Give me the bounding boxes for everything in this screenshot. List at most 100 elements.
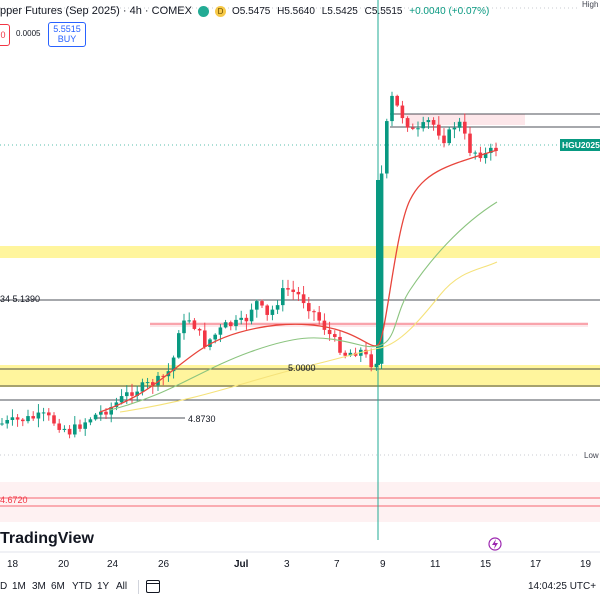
zone-yellow-upper bbox=[0, 246, 600, 258]
candle-body bbox=[187, 320, 191, 322]
candle bbox=[161, 374, 165, 386]
range-1y[interactable]: 1Y bbox=[97, 581, 110, 592]
candle bbox=[395, 94, 399, 108]
candle-body bbox=[296, 291, 301, 295]
candle-body bbox=[260, 301, 264, 306]
candle bbox=[135, 385, 139, 402]
candle-body bbox=[83, 422, 87, 429]
candle bbox=[151, 378, 155, 394]
candle bbox=[421, 116, 425, 132]
spread-value: 0.0005 bbox=[16, 29, 41, 38]
low-tag-bg bbox=[580, 450, 600, 460]
candle-body bbox=[156, 375, 160, 386]
range-3m[interactable]: 3M bbox=[32, 581, 46, 592]
candle-body bbox=[343, 352, 347, 356]
high-value: H5.5640 bbox=[277, 5, 315, 17]
range-1m[interactable]: 1M bbox=[12, 581, 26, 592]
candle-body bbox=[244, 317, 249, 322]
ma-fast-line bbox=[99, 149, 498, 413]
candle-body bbox=[41, 412, 46, 414]
candle bbox=[171, 355, 176, 379]
candle bbox=[5, 415, 9, 429]
candle-body bbox=[47, 412, 51, 416]
bottom-toolbar: D 1M 3M 6M YTD 1Y All 14:04:25 UTC+ bbox=[0, 578, 600, 598]
x-tick-label: 3 bbox=[284, 559, 290, 570]
candle-body bbox=[31, 416, 35, 419]
candle bbox=[338, 330, 342, 355]
candle bbox=[145, 377, 150, 389]
candle bbox=[327, 321, 332, 341]
candle-body bbox=[385, 121, 389, 174]
candle-body bbox=[374, 363, 379, 368]
candle-body bbox=[151, 382, 155, 386]
buy-button[interactable]: 5.5515 BUY bbox=[48, 22, 86, 47]
candle bbox=[41, 407, 46, 422]
candle-body bbox=[312, 311, 316, 313]
candle-body bbox=[275, 305, 280, 310]
candle-body bbox=[322, 320, 327, 330]
candle bbox=[197, 327, 202, 336]
candle bbox=[385, 118, 389, 179]
high-tag-bg bbox=[578, 0, 600, 9]
range-all[interactable]: All bbox=[116, 581, 128, 592]
sell-button[interactable]: 0 bbox=[0, 24, 10, 46]
candle-body bbox=[145, 382, 150, 384]
candle-body bbox=[239, 317, 243, 320]
candle bbox=[26, 409, 30, 424]
candle-body bbox=[15, 417, 20, 420]
tradingview-logo: TradingView bbox=[0, 530, 94, 547]
candle-body bbox=[489, 147, 493, 154]
candle-body bbox=[286, 288, 290, 290]
symbol-title[interactable]: pper Futures (Sep 2025) · 4h · COMEX bbox=[0, 5, 192, 17]
candle-body bbox=[452, 127, 457, 130]
candle bbox=[244, 314, 249, 330]
candle bbox=[400, 100, 405, 124]
candle-body bbox=[57, 423, 61, 430]
delayed-data-icon[interactable]: D bbox=[214, 5, 226, 17]
candle-body bbox=[197, 328, 202, 331]
candle-body bbox=[333, 334, 337, 337]
candle-body bbox=[0, 423, 4, 425]
candle-body bbox=[307, 303, 311, 312]
candle-body bbox=[93, 414, 98, 420]
candle bbox=[431, 117, 436, 131]
lightning-icon bbox=[492, 539, 498, 549]
candle bbox=[463, 113, 467, 140]
calendar-icon[interactable] bbox=[146, 580, 160, 593]
candle-body bbox=[78, 424, 82, 429]
candle-body bbox=[26, 416, 30, 422]
candle bbox=[301, 285, 306, 309]
zone-red-bottom bbox=[0, 482, 600, 522]
range-d[interactable]: D bbox=[0, 581, 8, 592]
candle bbox=[265, 304, 269, 321]
candle bbox=[21, 417, 25, 427]
x-tick-label: 11 bbox=[430, 559, 441, 570]
range-ytd[interactable]: YTD bbox=[72, 581, 92, 592]
range-6m[interactable]: 6M bbox=[51, 581, 65, 592]
candle bbox=[36, 404, 41, 428]
x-tick-label: Jul bbox=[234, 559, 249, 570]
candle-body bbox=[473, 152, 477, 154]
candle-body bbox=[483, 153, 488, 159]
candle-body bbox=[223, 322, 228, 328]
level-label-5000: 5.0000 bbox=[288, 363, 316, 373]
candle bbox=[15, 414, 20, 427]
ticker-tag-bg bbox=[560, 139, 600, 151]
candle bbox=[473, 150, 477, 160]
candle-body bbox=[421, 122, 425, 129]
candle bbox=[93, 412, 98, 421]
candle-body bbox=[140, 382, 145, 392]
candle-body bbox=[229, 322, 233, 327]
close-value: C5.5515 bbox=[364, 5, 403, 17]
candle bbox=[426, 117, 431, 129]
candle-body bbox=[369, 354, 373, 368]
candle-body bbox=[62, 428, 67, 430]
candle-body bbox=[36, 412, 41, 419]
candle-body bbox=[177, 333, 181, 358]
open-value: O5.5475 bbox=[231, 5, 271, 17]
ma-mid-line bbox=[109, 201, 498, 411]
candle bbox=[10, 409, 15, 426]
candle-body bbox=[348, 352, 353, 356]
candle bbox=[119, 389, 124, 405]
